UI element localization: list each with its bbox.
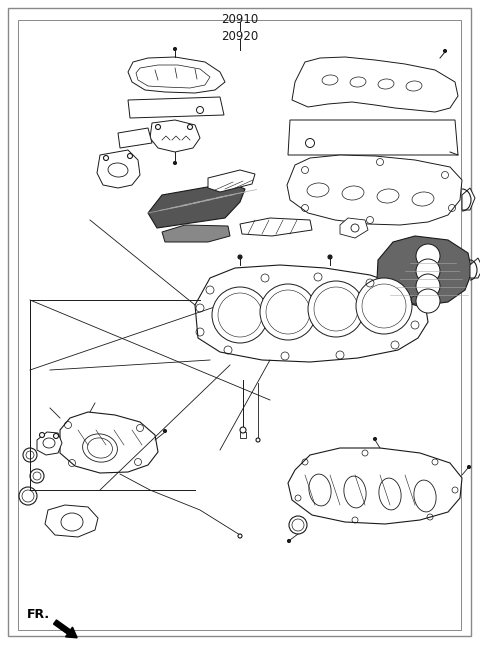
Circle shape bbox=[416, 289, 440, 313]
Circle shape bbox=[156, 124, 160, 130]
Circle shape bbox=[240, 427, 246, 433]
Circle shape bbox=[238, 534, 242, 538]
FancyArrow shape bbox=[54, 620, 77, 638]
Polygon shape bbox=[162, 225, 230, 242]
Polygon shape bbox=[288, 448, 462, 524]
Circle shape bbox=[173, 162, 177, 164]
Circle shape bbox=[104, 155, 108, 160]
Circle shape bbox=[288, 540, 290, 542]
Polygon shape bbox=[292, 57, 458, 112]
Circle shape bbox=[53, 434, 59, 438]
Polygon shape bbox=[136, 65, 210, 88]
Circle shape bbox=[188, 124, 192, 130]
Polygon shape bbox=[128, 57, 225, 93]
Polygon shape bbox=[60, 412, 158, 473]
Polygon shape bbox=[288, 120, 458, 155]
Polygon shape bbox=[377, 236, 472, 306]
Circle shape bbox=[416, 259, 440, 283]
Polygon shape bbox=[208, 170, 255, 192]
Circle shape bbox=[416, 244, 440, 268]
Polygon shape bbox=[128, 97, 224, 118]
Circle shape bbox=[373, 438, 376, 441]
Circle shape bbox=[128, 153, 132, 159]
Bar bbox=[240, 432, 246, 438]
Polygon shape bbox=[148, 183, 245, 228]
Polygon shape bbox=[340, 218, 368, 238]
Polygon shape bbox=[97, 150, 140, 188]
Circle shape bbox=[362, 284, 406, 328]
Circle shape bbox=[212, 287, 268, 343]
Polygon shape bbox=[150, 120, 200, 152]
Text: FR.: FR. bbox=[27, 608, 50, 622]
Circle shape bbox=[256, 438, 260, 442]
Circle shape bbox=[356, 278, 412, 334]
Polygon shape bbox=[240, 218, 312, 236]
Polygon shape bbox=[287, 155, 462, 225]
Polygon shape bbox=[462, 188, 475, 210]
Circle shape bbox=[416, 274, 440, 298]
Circle shape bbox=[444, 50, 446, 52]
Text: 20920: 20920 bbox=[221, 30, 259, 43]
Polygon shape bbox=[470, 258, 480, 278]
Circle shape bbox=[260, 284, 316, 340]
Circle shape bbox=[39, 432, 45, 438]
Circle shape bbox=[164, 430, 167, 432]
Polygon shape bbox=[37, 432, 62, 455]
Circle shape bbox=[218, 293, 262, 337]
Circle shape bbox=[328, 255, 332, 259]
Circle shape bbox=[308, 281, 364, 337]
Circle shape bbox=[173, 48, 177, 50]
Text: 20910: 20910 bbox=[221, 13, 259, 26]
Polygon shape bbox=[118, 128, 152, 148]
Circle shape bbox=[266, 290, 310, 334]
Circle shape bbox=[238, 255, 242, 259]
Polygon shape bbox=[195, 265, 428, 362]
Circle shape bbox=[468, 466, 470, 468]
Circle shape bbox=[314, 287, 358, 331]
Polygon shape bbox=[45, 505, 98, 537]
